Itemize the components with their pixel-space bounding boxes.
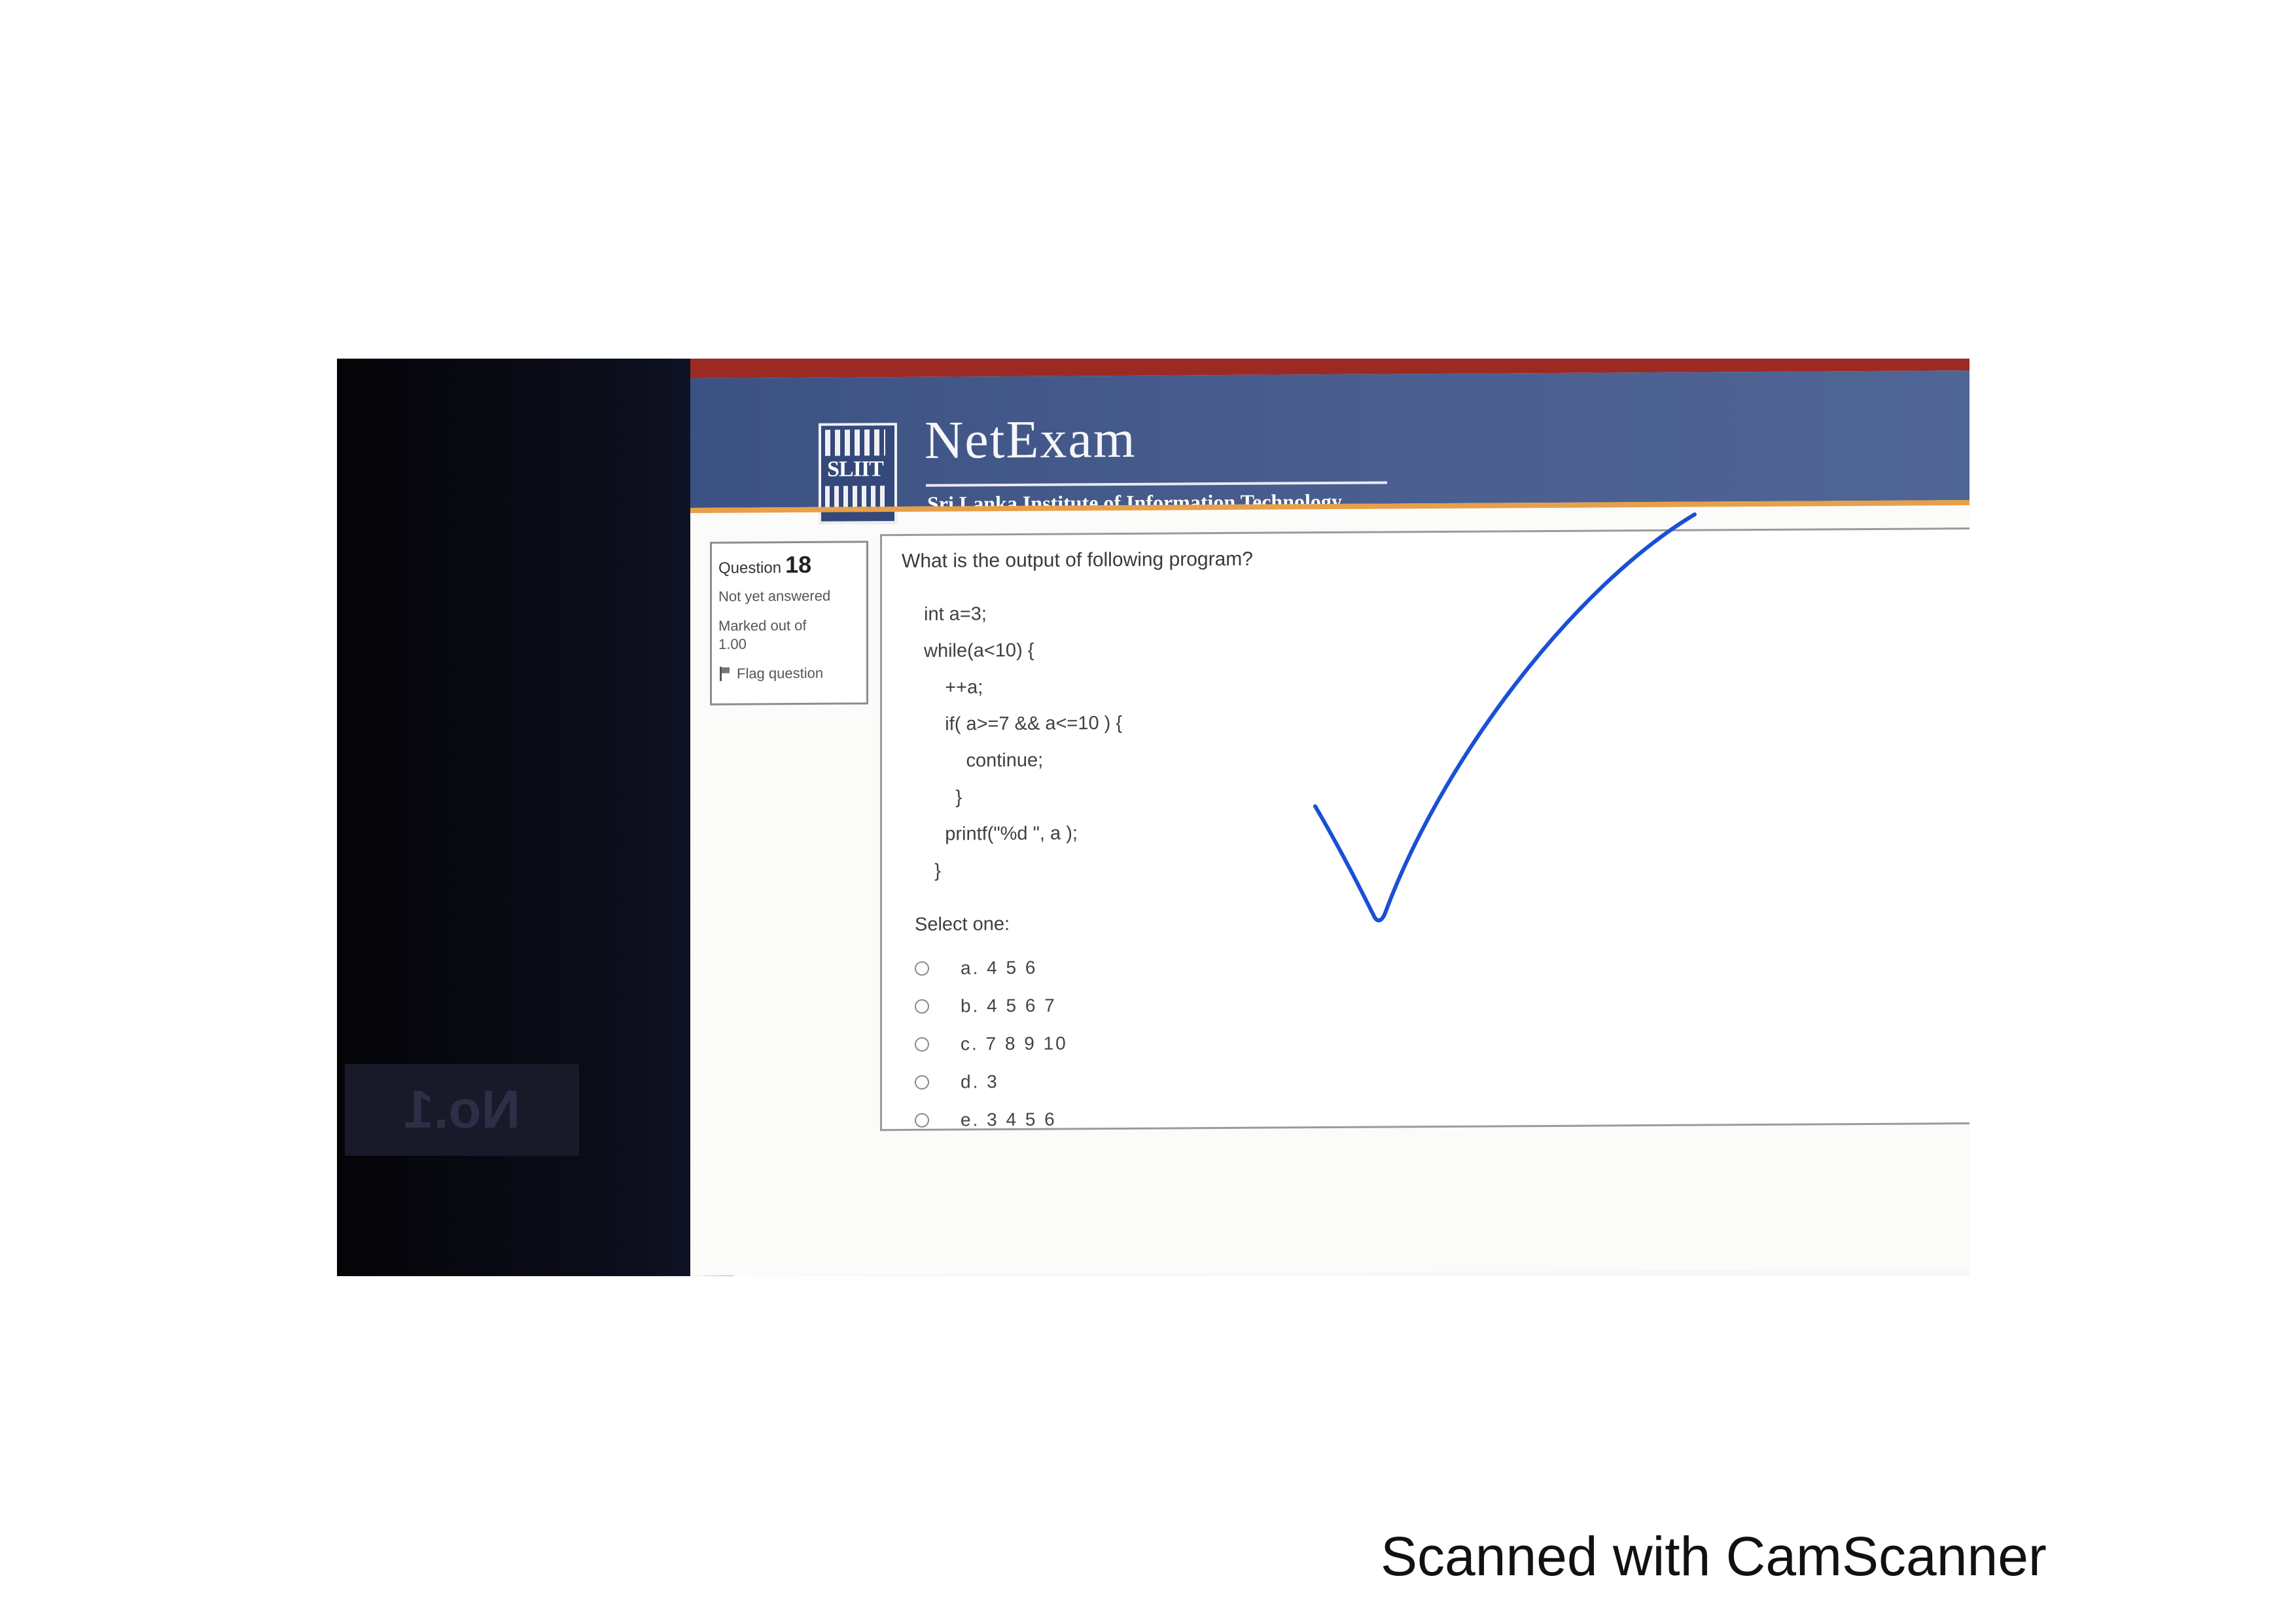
option-label: b. 4 5 6 7 [961,995,1057,1016]
option-a[interactable]: a. 4 5 6 [915,948,1068,987]
logo-text: SLIIT [827,457,883,482]
code-line: continue; [924,749,1044,772]
radio-button[interactable] [915,999,929,1014]
exam-screen: SLIIT NetExam Sri Lanka Institute of Inf… [690,359,1969,1276]
app-title: NetExam [925,408,1137,470]
code-line: int a=3; [924,603,987,625]
radio-button[interactable] [915,1037,929,1052]
question-number: Question 18 [718,550,860,579]
option-label: a. 4 5 6 [961,957,1038,978]
marks-info: Marked out of 1.00 [718,616,860,653]
question-text: What is the output of following program? [902,548,1253,573]
option-label: c. 7 8 9 10 [961,1033,1068,1054]
dark-background: No.1 [337,359,733,1276]
code-line: } [924,787,963,808]
option-label: d. 3 [961,1071,999,1092]
flag-question-label: Flag question [737,664,824,682]
flag-question-link[interactable]: Flag question [718,664,860,682]
option-d[interactable]: d. 3 [915,1062,1068,1101]
marks-label: Marked out of [718,616,807,634]
background-label: No.1 [345,1064,579,1156]
code-line: while(a<10) { [924,639,1034,662]
answer-options: a. 4 5 6 b. 4 5 6 7 c. 7 8 9 10 d. 3 e. … [915,948,1068,1139]
option-c[interactable]: c. 7 8 9 10 [915,1024,1068,1063]
code-line: if( a>=7 && a<=10 ) { [924,712,1123,735]
photo-of-screen: No.1 SLIIT NetExam Sri Lanka Institute o… [337,359,1969,1276]
radio-button[interactable] [915,1075,929,1090]
logo-grid-top [825,429,885,456]
option-e[interactable]: e. 3 4 5 6 [915,1100,1068,1139]
select-one-label: Select one: [915,914,1010,935]
scanner-watermark: Scanned with CamScanner [1381,1525,2047,1587]
title-divider [926,481,1387,487]
question-label: Question [718,559,782,577]
code-block: int a=3; while(a<10) { ++a; if( a>=7 && … [924,595,1122,889]
question-info-panel: Question 18 Not yet answered Marked out o… [710,541,868,705]
marks-value: 1.00 [718,635,747,652]
answer-status: Not yet answered [718,587,831,605]
radio-button[interactable] [915,1113,929,1128]
question-content: What is the output of following program?… [880,527,1969,1132]
flag-icon [718,667,730,681]
option-b[interactable]: b. 4 5 6 7 [915,986,1068,1025]
institute-name: Sri Lanka Institute of Information Techn… [927,489,1342,516]
question-number-value: 18 [785,550,812,579]
code-line: ++a; [924,677,983,698]
option-label: e. 3 4 5 6 [961,1109,1057,1130]
code-line: } [924,860,941,882]
radio-button[interactable] [915,961,929,976]
code-line: printf("%d ", a ); [924,823,1078,845]
site-banner: SLIIT NetExam Sri Lanka Institute of Inf… [690,370,1969,524]
